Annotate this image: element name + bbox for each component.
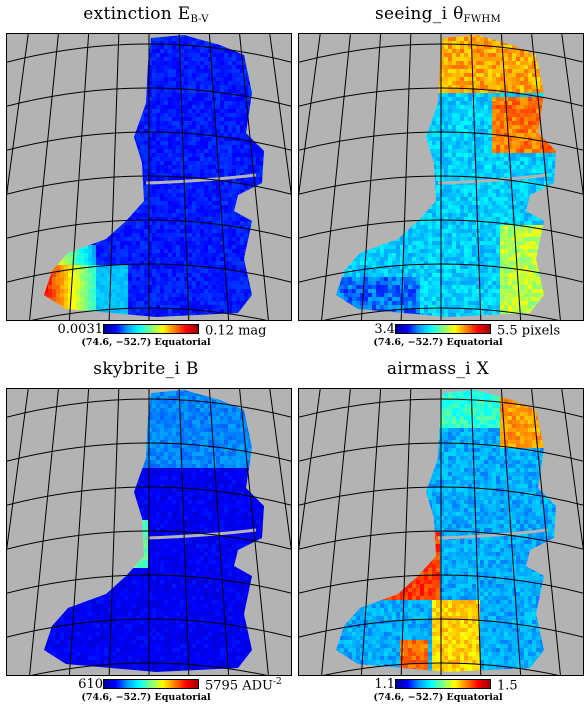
colorbar-min-label: 610 — [78, 677, 103, 692]
projection-label: (74.6, −52.7) Equatorial — [81, 337, 211, 348]
colorbar: 610 5795 ADU-2 — [0, 677, 292, 694]
colorbar-min-label: 0.0031 — [57, 322, 104, 337]
panel-title: skybrite_i B — [93, 359, 199, 379]
panel-seeing: seeing_i θFWHM 3.4 5.5 pixels (74.6, −52… — [292, 0, 584, 355]
sky-map-skybrite — [6, 388, 292, 676]
colorbar: 0.0031 0.12 mag — [0, 322, 292, 339]
sky-map-extinction — [6, 33, 292, 321]
colorbar-max-label: 0.12 mag — [205, 323, 267, 339]
colorbar-gradient — [103, 679, 199, 689]
colorbar-gradient — [395, 679, 491, 689]
coordinate-grid — [6, 388, 292, 676]
coordinate-grid — [298, 388, 584, 676]
colorbar-gradient — [395, 324, 491, 334]
panel-title: seeing_i θFWHM — [374, 4, 502, 25]
colorbar: 3.4 5.5 pixels — [292, 322, 584, 339]
coordinate-grid — [298, 33, 584, 321]
colorbar-max-label: 5.5 pixels — [497, 323, 561, 339]
projection-label: (74.6, −52.7) Equatorial — [373, 692, 503, 703]
colorbar-min-label: 3.4 — [374, 322, 395, 337]
panel-title: extinction EB-V — [83, 4, 209, 25]
colorbar-min-label: 1.1 — [374, 677, 395, 692]
projection-label: (74.6, −52.7) Equatorial — [81, 692, 211, 703]
sky-map-airmass — [298, 388, 584, 676]
panel-extinction: extinction EB-V 0.0031 0.12 mag (74.6, −… — [0, 0, 292, 355]
panel-title: airmass_i X — [386, 359, 490, 379]
colorbar-max-label: 1.5 — [497, 678, 518, 694]
panel-skybrite: skybrite_i B 610 5795 ADU-2 (74.6, −52.7… — [0, 355, 292, 710]
coordinate-grid — [6, 33, 292, 321]
panel-airmass: airmass_i X 1.1 1.5 (74.6, −52.7) Equato… — [292, 355, 584, 710]
projection-label: (74.6, −52.7) Equatorial — [373, 337, 503, 348]
sky-map-seeing — [298, 33, 584, 321]
colorbar: 1.1 1.5 — [292, 677, 584, 694]
colorbar-max-label: 5795 ADU-2 — [205, 677, 282, 694]
colorbar-gradient — [103, 324, 199, 334]
